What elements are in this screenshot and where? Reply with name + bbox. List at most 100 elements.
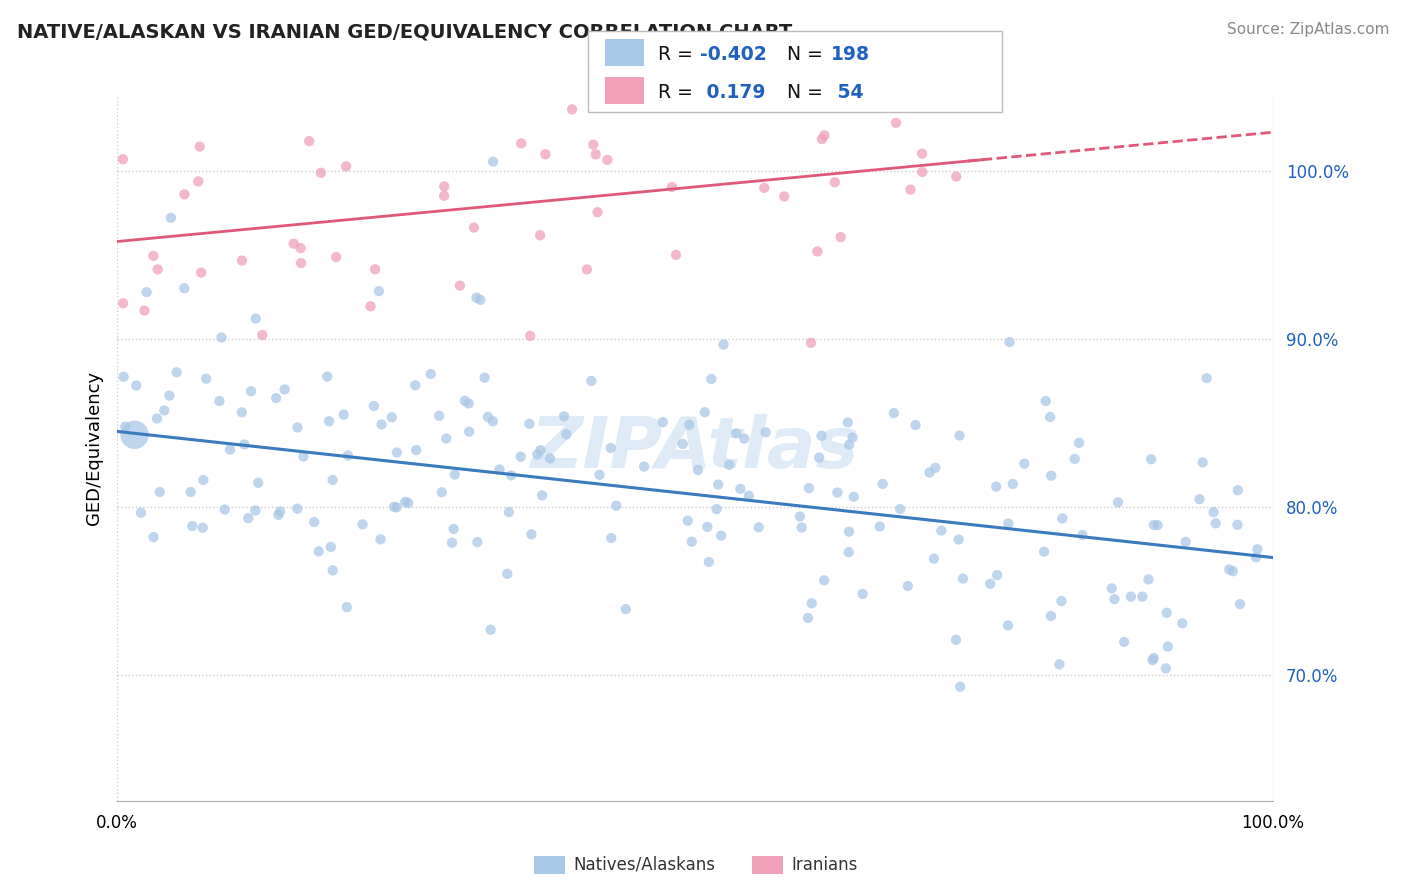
- Point: [945, 632, 967, 647]
- Point: [1137, 573, 1160, 587]
- Point: [233, 437, 256, 451]
- Point: [997, 618, 1019, 632]
- Point: [385, 500, 408, 515]
- Point: [290, 241, 312, 255]
- Point: [308, 544, 330, 558]
- Point: [470, 293, 492, 307]
- Point: [325, 250, 347, 264]
- Point: [827, 485, 849, 500]
- Point: [1101, 582, 1123, 596]
- Point: [1244, 550, 1267, 565]
- Point: [661, 180, 683, 194]
- Point: [949, 680, 972, 694]
- Point: [191, 521, 214, 535]
- Point: [529, 228, 551, 243]
- Point: [129, 506, 152, 520]
- Text: Natives/Alaskans: Natives/Alaskans: [574, 855, 716, 873]
- Point: [693, 405, 716, 419]
- Point: [267, 508, 290, 522]
- Point: [135, 285, 157, 300]
- Point: [1180, 803, 1202, 817]
- Point: [1063, 452, 1085, 467]
- Point: [904, 418, 927, 433]
- Point: [686, 463, 709, 477]
- Point: [173, 187, 195, 202]
- Text: NATIVE/ALASKAN VS IRANIAN GED/EQUIVALENCY CORRELATION CHART: NATIVE/ALASKAN VS IRANIAN GED/EQUIVALENC…: [17, 22, 792, 41]
- Point: [112, 369, 135, 384]
- Point: [797, 611, 820, 625]
- Point: [382, 500, 405, 514]
- Point: [1130, 590, 1153, 604]
- Point: [318, 414, 340, 428]
- Point: [520, 527, 543, 541]
- Point: [370, 417, 392, 432]
- Y-axis label: GED/Equivalency: GED/Equivalency: [86, 371, 103, 525]
- Point: [1205, 516, 1227, 531]
- Point: [718, 458, 741, 472]
- Point: [142, 249, 165, 263]
- Text: Source: ZipAtlas.com: Source: ZipAtlas.com: [1226, 22, 1389, 37]
- Point: [290, 256, 312, 270]
- Point: [309, 166, 332, 180]
- Point: [842, 490, 865, 504]
- Point: [633, 459, 655, 474]
- Point: [538, 451, 561, 466]
- Point: [813, 574, 835, 588]
- Point: [754, 181, 776, 195]
- Point: [1071, 528, 1094, 542]
- Point: [821, 54, 844, 69]
- Point: [443, 467, 465, 482]
- Point: [359, 299, 381, 313]
- Point: [889, 502, 911, 516]
- Point: [811, 132, 834, 146]
- Point: [319, 540, 342, 554]
- Point: [302, 515, 325, 529]
- Point: [457, 396, 479, 410]
- Point: [231, 253, 253, 268]
- Point: [824, 175, 846, 189]
- Point: [1040, 468, 1063, 483]
- Point: [596, 153, 619, 167]
- Point: [733, 432, 755, 446]
- Point: [1154, 661, 1177, 675]
- Point: [332, 408, 354, 422]
- Point: [730, 482, 752, 496]
- Point: [651, 415, 673, 429]
- Point: [352, 517, 374, 532]
- Point: [245, 311, 267, 326]
- Point: [1142, 653, 1164, 667]
- Point: [240, 384, 263, 399]
- Point: [841, 431, 863, 445]
- Point: [534, 147, 557, 161]
- Point: [710, 529, 733, 543]
- Point: [160, 211, 183, 225]
- Point: [443, 522, 465, 536]
- Point: [911, 146, 934, 161]
- Point: [672, 437, 695, 451]
- Point: [945, 169, 967, 184]
- Point: [998, 334, 1021, 349]
- Point: [897, 579, 920, 593]
- Point: [498, 505, 520, 519]
- Point: [419, 367, 441, 381]
- Point: [1222, 564, 1244, 578]
- Point: [193, 473, 215, 487]
- Point: [555, 427, 578, 442]
- Point: [434, 432, 457, 446]
- Point: [979, 576, 1001, 591]
- Point: [134, 303, 156, 318]
- Point: [1157, 640, 1180, 654]
- Point: [1195, 371, 1218, 385]
- Point: [918, 466, 941, 480]
- Point: [173, 281, 195, 295]
- Text: R =: R =: [658, 45, 699, 64]
- Point: [922, 551, 945, 566]
- Point: [997, 516, 1019, 531]
- Point: [707, 477, 730, 491]
- Point: [911, 165, 934, 179]
- Point: [813, 128, 835, 143]
- Point: [477, 409, 499, 424]
- Point: [124, 427, 146, 442]
- Point: [575, 262, 598, 277]
- Point: [208, 394, 231, 409]
